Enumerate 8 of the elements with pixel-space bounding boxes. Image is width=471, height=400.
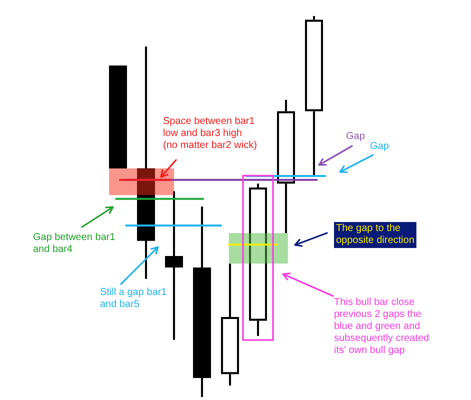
text: Gap between bar1 and bar4: [33, 232, 116, 255]
text: Gap: [346, 130, 366, 142]
candlestick: [165, 190, 183, 341]
text: This bull bar close previous 2 gaps the blue and green and subsequently created its' own bull gap: [334, 296, 430, 356]
text: Gap: [370, 140, 390, 152]
annotation: Still a gap bar1 and bar5: [100, 286, 168, 310]
text: The gap to the opposite direction: [336, 222, 414, 246]
annotation: Space between bar1 low and bar3 high (no matter bar2 wick): [163, 116, 257, 151]
